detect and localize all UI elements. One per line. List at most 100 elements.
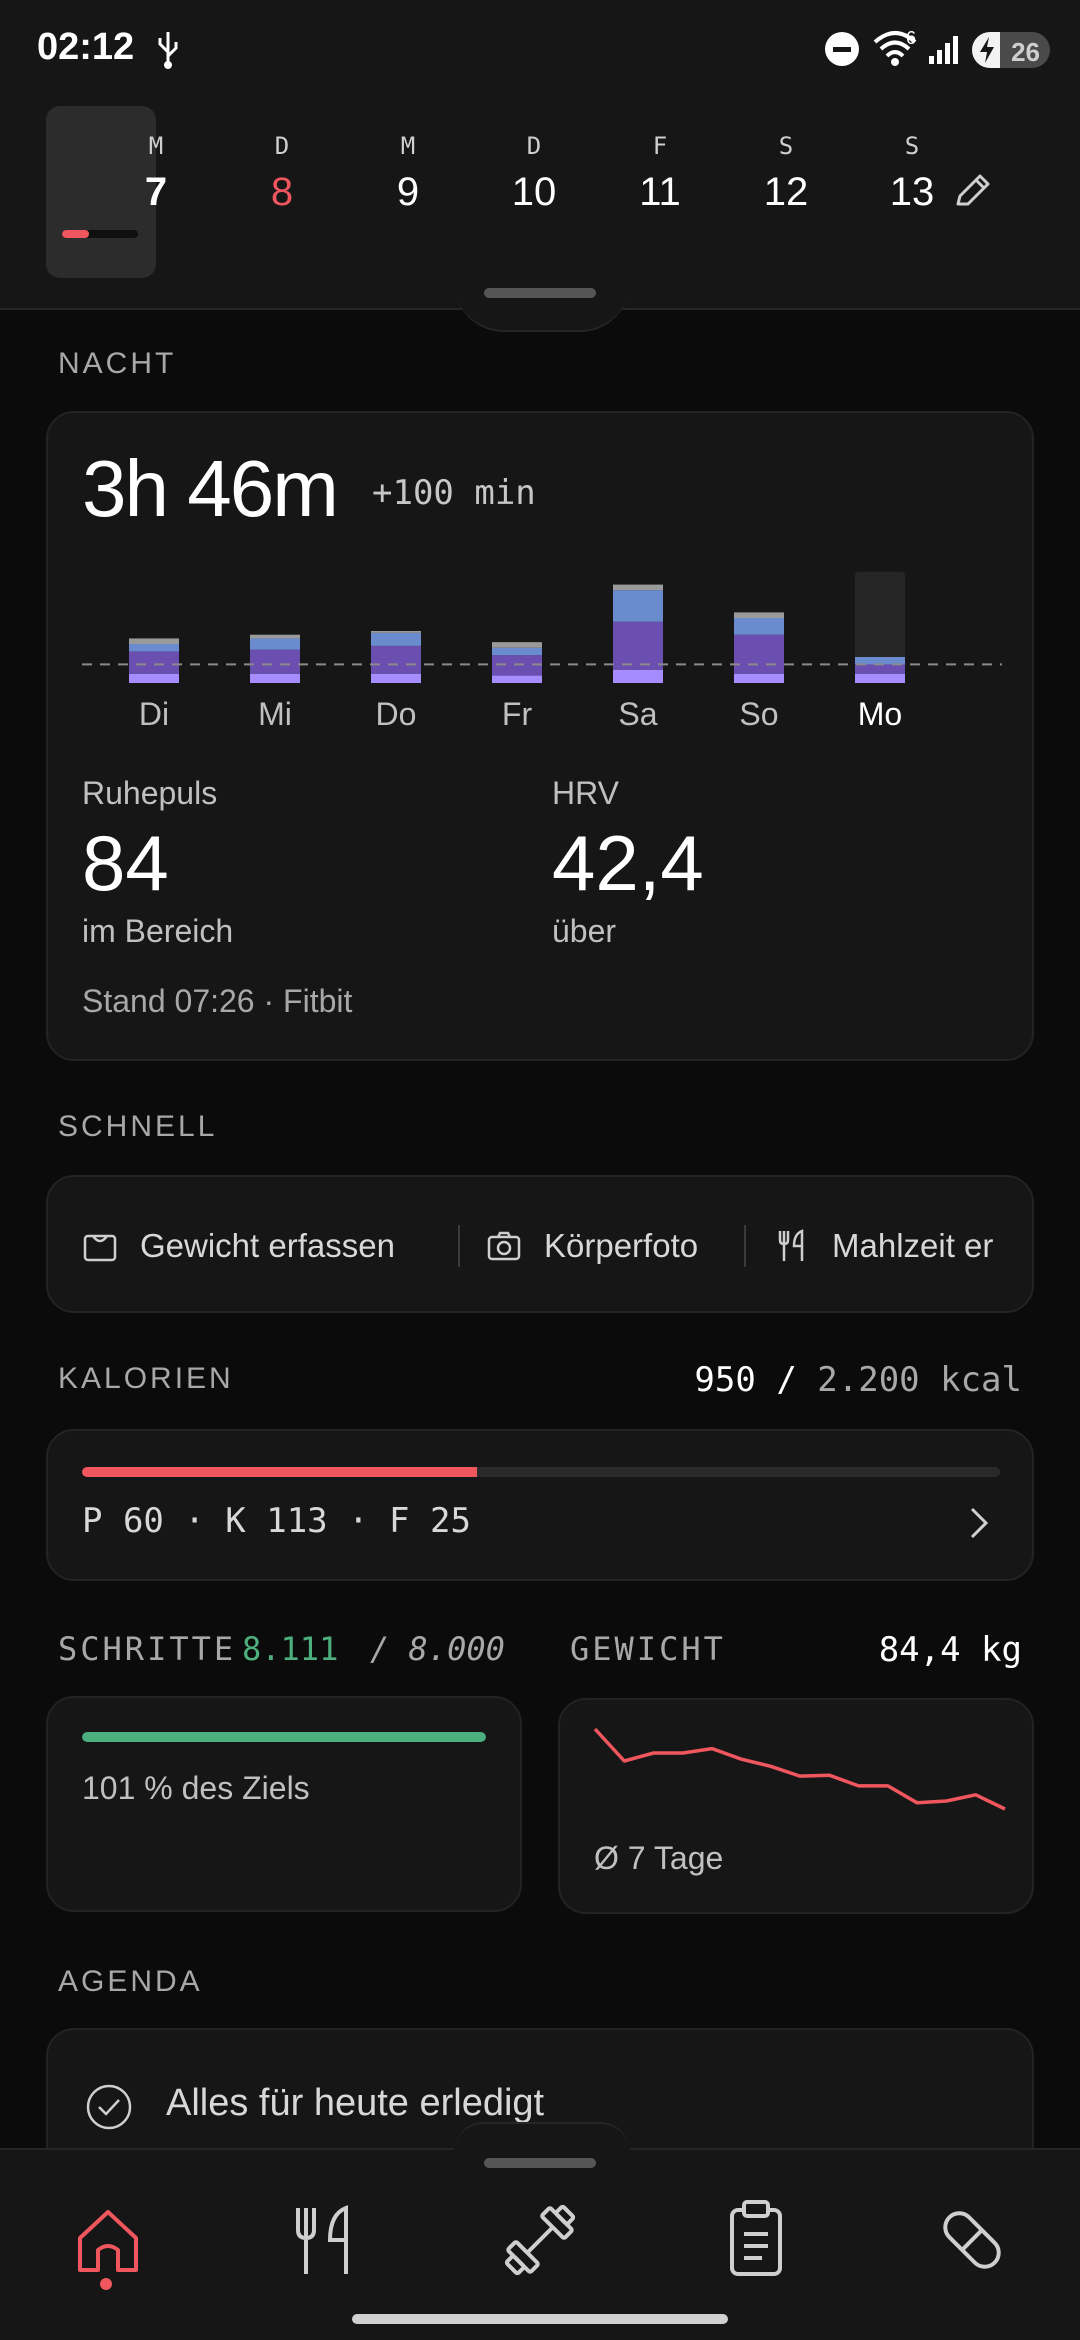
day-date-label: 9 — [396, 170, 420, 214]
sleep-duration: 3h 46m — [82, 444, 339, 533]
bar-segment — [371, 673, 421, 683]
quick-action-label: Gewicht erfassen — [140, 1227, 395, 1264]
bar-segment — [734, 634, 784, 674]
bar-segment — [129, 638, 179, 644]
macro-summary: P 60 · K 113 · F 25 — [82, 1501, 471, 1541]
calories-consumed: 950 — [694, 1360, 756, 1400]
bar-segment — [250, 673, 300, 683]
charging-bolt-icon — [980, 37, 994, 63]
bar-segment — [734, 612, 784, 618]
section-title-calories: KALORIEN — [58, 1362, 234, 1395]
check-circle-icon — [86, 2084, 132, 2130]
bar-segment — [129, 651, 179, 674]
chart-x-label: Sa — [618, 696, 657, 732]
resting-hr-label: Ruhepuls — [82, 775, 218, 811]
bar-segment — [492, 642, 542, 648]
clipboard-icon[interactable] — [706, 2190, 806, 2290]
bar-segment — [129, 644, 179, 652]
bar-segment — [734, 673, 784, 683]
section-title-agenda: AGENDA — [58, 1965, 203, 1998]
quick-action-meal[interactable]: Mahlzeit er — [774, 1221, 993, 1271]
calorie-progress-bar — [82, 1467, 1000, 1477]
steps-progress-bar — [82, 1732, 486, 1742]
bar-segment — [613, 670, 663, 683]
bar-segment — [492, 675, 542, 683]
separator — [744, 1225, 746, 1267]
bar-segment — [371, 631, 421, 633]
dumbbell-icon[interactable] — [490, 2190, 590, 2290]
active-indicator — [100, 2278, 112, 2290]
bar-segment — [734, 618, 784, 635]
utensils-icon — [778, 1229, 804, 1261]
bar-segment — [371, 645, 421, 674]
bar-segment — [371, 632, 421, 646]
steps-goal: / 8.000 — [370, 1630, 505, 1668]
home-icon[interactable] — [58, 2190, 158, 2290]
weight-caption: Ø 7 Tage — [594, 1840, 724, 1876]
section-title-steps: SCHRITTE — [58, 1630, 237, 1668]
battery-indicator: 26 — [972, 32, 1050, 68]
battery-level: 26 — [1011, 37, 1040, 67]
bar-segment — [855, 673, 905, 683]
nav-expand-tab[interactable] — [454, 2122, 630, 2152]
day-11[interactable]: F 11 — [550, 106, 681, 278]
sleep-delta: +100 min — [372, 473, 536, 513]
day-weekday-label: D — [274, 132, 290, 160]
day-12[interactable]: S 12 — [676, 106, 809, 278]
night-card[interactable]: 3h 46m +100 min Di Mi Do Fr Sa So Mo Ruhepuls … — [46, 411, 1034, 1061]
weight-trend-line — [593, 1727, 1006, 1811]
calories-separator: / — [776, 1360, 797, 1400]
camera-icon — [487, 1231, 521, 1261]
resting-hr-status: im Bereich — [82, 913, 234, 949]
drag-handle[interactable] — [484, 288, 596, 298]
pill-icon[interactable] — [922, 2190, 1022, 2290]
steps-card[interactable]: 101 % des Ziels — [46, 1696, 522, 1912]
section-title-quick: SCHNELL — [58, 1110, 218, 1143]
steps-percent: 101 % des Ziels — [82, 1770, 310, 1806]
home-indicator-bar[interactable] — [352, 2314, 728, 2324]
wifi-badge: 6 — [906, 28, 917, 48]
bar-segment — [613, 621, 663, 670]
resting-hr-value: 84 — [82, 819, 169, 907]
quick-action-weight[interactable]: Gewicht erfassen — [82, 1221, 395, 1271]
day-date-label: 8 — [270, 170, 294, 214]
bar-segment — [250, 634, 300, 639]
bar-segment — [492, 647, 542, 656]
agenda-empty-text: Alles für heute erledigt — [166, 2082, 545, 2124]
weight-card[interactable]: Ø 7 Tage — [558, 1698, 1034, 1914]
separator — [458, 1225, 460, 1267]
pencil-icon[interactable] — [950, 168, 996, 214]
quick-action-body-photo[interactable]: Körperfoto — [486, 1221, 698, 1271]
quick-actions-card: Gewicht erfassen Körperfoto Mahlzeit er — [46, 1175, 1034, 1313]
scale-icon — [83, 1234, 117, 1262]
day-13[interactable]: S 13 — [802, 106, 935, 278]
bar-segment — [129, 673, 179, 683]
sleep-chart: Di Mi Do Fr Sa So Mo — [82, 571, 1002, 732]
chart-x-label: Do — [376, 696, 417, 732]
day-10[interactable]: D 10 — [424, 106, 557, 278]
do-not-disturb-icon — [825, 32, 859, 66]
hrv-label: HRV — [552, 775, 619, 811]
section-title-night: NACHT — [58, 347, 177, 380]
hrv-value: 42,4 — [552, 819, 704, 907]
utensils-icon[interactable] — [272, 2190, 372, 2290]
day-weekday-label: M — [148, 132, 164, 160]
bar-segment — [613, 584, 663, 591]
day-date-label: 12 — [763, 170, 809, 214]
day-date-label: 10 — [511, 170, 557, 214]
data-source-timestamp: Stand 07:26 · Fitbit — [82, 983, 353, 1019]
drag-handle[interactable] — [484, 2158, 596, 2168]
bar-segment — [250, 649, 300, 674]
chart-x-label: So — [739, 696, 778, 732]
quick-action-label: Körperfoto — [544, 1227, 699, 1264]
bar-segment — [855, 664, 905, 674]
day-weekday-label: F — [652, 132, 668, 160]
calories-card[interactable]: P 60 · K 113 · F 25 — [46, 1429, 1034, 1581]
weight-trend-sparkline — [593, 1727, 1006, 1811]
day-weekday-label: D — [526, 132, 542, 160]
chart-x-label: Mi — [258, 696, 292, 732]
bar-segment — [250, 638, 300, 650]
